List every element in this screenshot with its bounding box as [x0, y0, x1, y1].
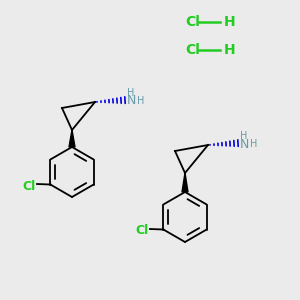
Text: Cl: Cl — [135, 224, 148, 238]
Text: H: H — [250, 139, 258, 149]
Polygon shape — [182, 173, 188, 192]
Text: Cl: Cl — [185, 15, 200, 29]
Text: N: N — [239, 137, 249, 151]
Polygon shape — [69, 130, 75, 147]
Text: H: H — [224, 43, 236, 57]
Text: H: H — [127, 88, 135, 98]
Text: Cl: Cl — [185, 43, 200, 57]
Text: N: N — [126, 94, 136, 107]
Text: H: H — [224, 15, 236, 29]
Text: Cl: Cl — [22, 179, 36, 193]
Text: H: H — [137, 96, 145, 106]
Text: H: H — [240, 131, 248, 141]
